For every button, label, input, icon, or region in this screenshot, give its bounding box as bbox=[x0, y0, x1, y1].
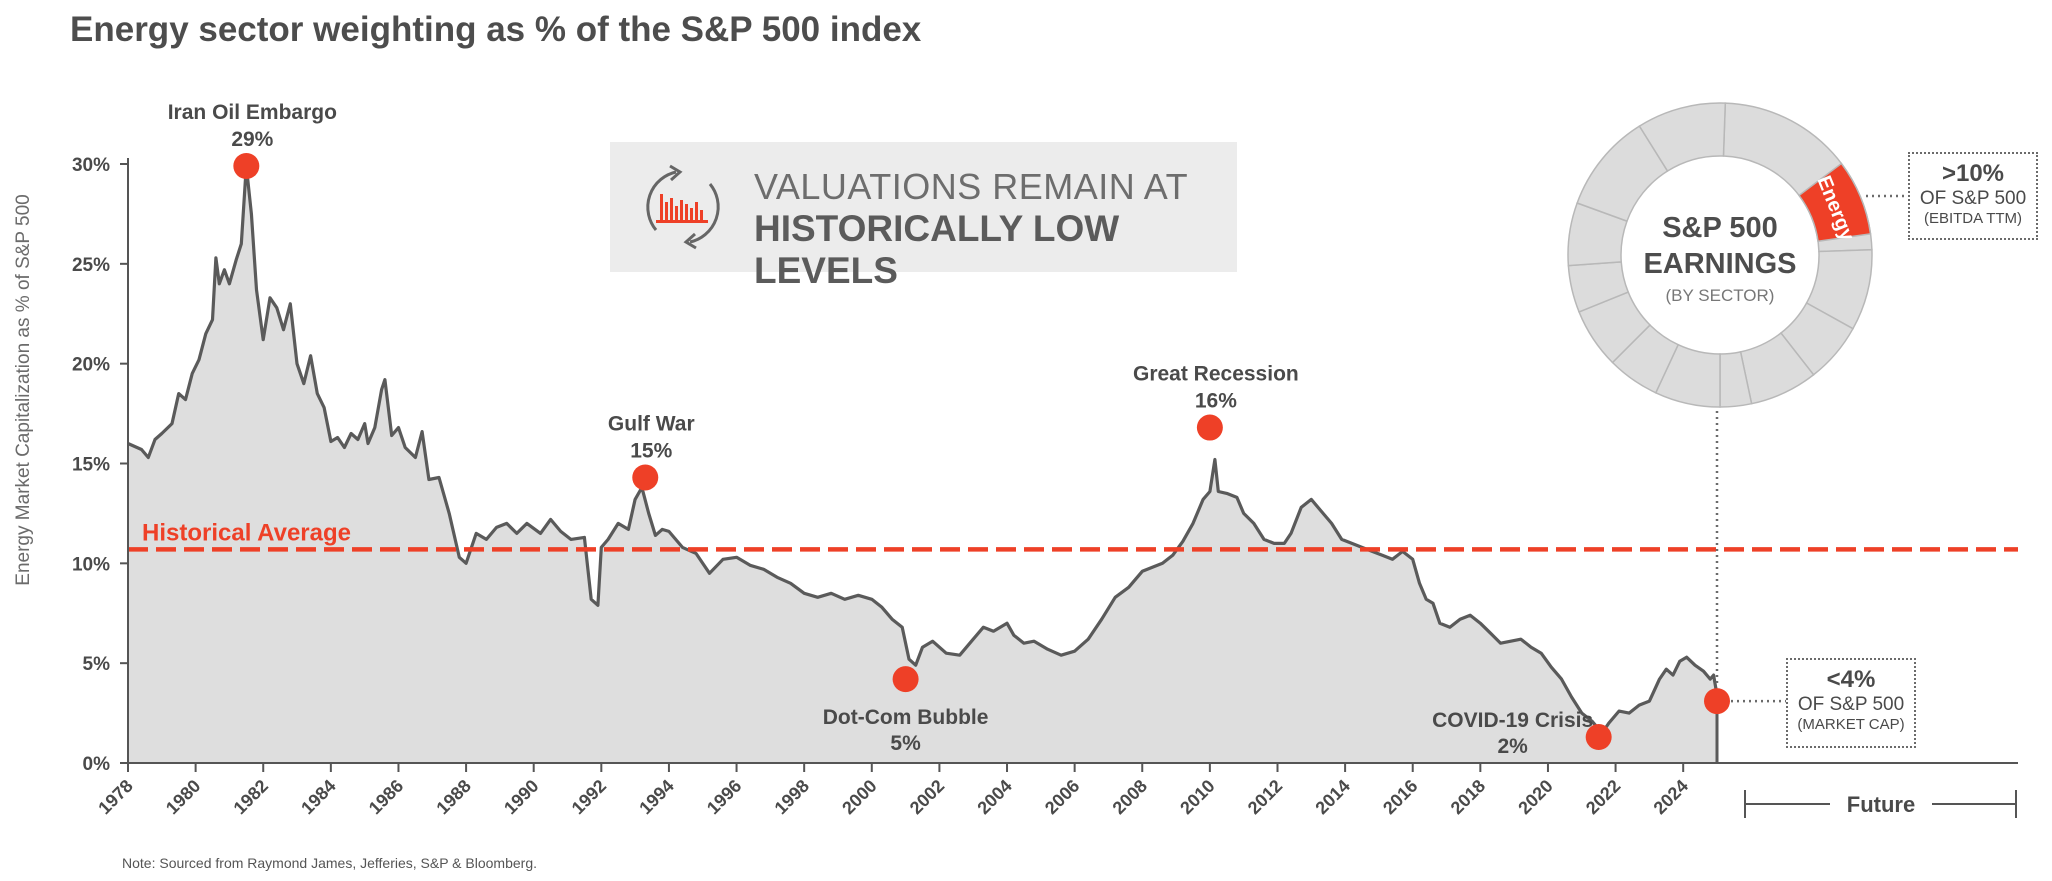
event-marker bbox=[1704, 688, 1730, 715]
event-value: 2% bbox=[1497, 735, 1528, 758]
historical-average-label: Historical Average bbox=[142, 519, 351, 546]
earnings-share-box: >10% OF S&P 500 (EBITDA TTM) bbox=[1908, 152, 2038, 240]
x-tick-label: 2010 bbox=[1176, 776, 1218, 818]
donut-segment bbox=[1638, 102, 1727, 173]
x-tick-label: 2006 bbox=[1041, 776, 1083, 818]
event-marker bbox=[1585, 724, 1612, 751]
x-tick-label: 2016 bbox=[1379, 776, 1421, 818]
x-tick-label: 2000 bbox=[838, 776, 880, 818]
y-tick-label: 25% bbox=[72, 255, 110, 276]
earnings-share-line-2: (EBITDA TTM) bbox=[1923, 210, 2023, 227]
y-tick-label: 0% bbox=[83, 754, 111, 775]
x-tick-label: 1982 bbox=[230, 776, 272, 818]
x-tick-label: 2012 bbox=[1244, 776, 1286, 818]
x-tick-label: 1992 bbox=[568, 776, 610, 818]
x-tick-label: 2004 bbox=[973, 776, 1015, 818]
x-tick-label: 2020 bbox=[1514, 776, 1556, 818]
market-cap-share-line-2: (MARKET CAP) bbox=[1797, 716, 1905, 733]
y-tick-label: 5% bbox=[83, 654, 111, 675]
x-tick-label: 1998 bbox=[771, 776, 813, 818]
event-name: Great Recession bbox=[1133, 363, 1299, 386]
market-cap-share-line-1: OF S&P 500 bbox=[1797, 694, 1905, 715]
market-cap-share-value: <4% bbox=[1826, 666, 1876, 693]
x-tick-label: 2002 bbox=[906, 776, 948, 818]
event-value: 5% bbox=[890, 732, 921, 755]
x-tick-label: 1988 bbox=[432, 776, 474, 818]
banner-line-2: HISTORICALLY LOW LEVELS bbox=[754, 208, 1120, 291]
x-tick-label: 2014 bbox=[1311, 776, 1353, 818]
event-name: Gulf War bbox=[608, 412, 695, 435]
series-line bbox=[127, 164, 1719, 735]
valuation-cycle-icon bbox=[646, 164, 720, 250]
donut-energy-segment bbox=[1798, 162, 1872, 243]
event-marker bbox=[1196, 414, 1223, 441]
x-tick-label: 1990 bbox=[500, 776, 542, 818]
x-tick-label: 2024 bbox=[1650, 776, 1692, 818]
banner-line-1: VALUATIONS REMAIN AT bbox=[754, 166, 1189, 207]
donut-title-line-2: EARNINGS bbox=[1643, 248, 1797, 280]
y-tick-label: 20% bbox=[72, 355, 110, 376]
earnings-share-line-1: OF S&P 500 bbox=[1919, 188, 2027, 209]
event-value: 16% bbox=[1195, 390, 1237, 413]
donut-title-line-1: S&P 500 bbox=[1662, 212, 1778, 244]
earnings-share-value: >10% bbox=[1941, 160, 2005, 187]
x-tick-label: 2008 bbox=[1109, 776, 1151, 818]
y-tick-label: 10% bbox=[72, 554, 110, 575]
x-tick-label: 1978 bbox=[94, 776, 136, 818]
x-tick-label: 1986 bbox=[365, 776, 407, 818]
event-marker bbox=[632, 464, 659, 491]
area-fill bbox=[128, 166, 1717, 763]
x-tick-label: 2022 bbox=[1582, 776, 1624, 818]
y-tick-label: 30% bbox=[72, 155, 110, 176]
valuations-banner: VALUATIONS REMAIN AT HISTORICALLY LOW LE… bbox=[610, 142, 1237, 291]
future-label: Future bbox=[1847, 792, 1915, 817]
x-tick-label: 1994 bbox=[635, 776, 677, 818]
event-value: 29% bbox=[231, 128, 273, 151]
event-marker bbox=[233, 152, 260, 179]
x-tick-label: 1996 bbox=[703, 776, 745, 818]
event-name: Dot-Com Bubble bbox=[823, 706, 989, 729]
event-name: COVID-19 Crisis bbox=[1432, 709, 1593, 732]
event-marker bbox=[892, 666, 919, 693]
y-tick-label: 15% bbox=[72, 455, 110, 476]
x-tick-label: 1984 bbox=[297, 776, 339, 818]
event-name: Iran Oil Embargo bbox=[168, 101, 337, 124]
event-value: 15% bbox=[630, 439, 672, 462]
donut-center-label: S&P 500 EARNINGS (BY SECTOR) bbox=[1583, 210, 1857, 306]
x-tick-label: 1980 bbox=[162, 776, 204, 818]
market-cap-share-box: <4% OF S&P 500 (MARKET CAP) bbox=[1786, 658, 1916, 748]
chart-title: Energy sector weighting as % of the S&P … bbox=[70, 10, 922, 49]
donut-subtitle: (BY SECTOR) bbox=[1665, 286, 1775, 305]
source-note: Note: Sourced from Raymond James, Jeffer… bbox=[122, 855, 538, 871]
x-tick-label: 2018 bbox=[1447, 776, 1489, 818]
